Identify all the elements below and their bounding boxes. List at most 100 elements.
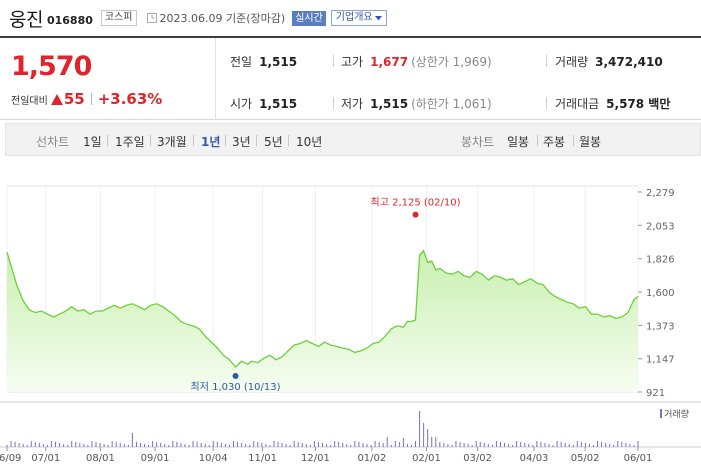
period-1w[interactable]: 1주일 xyxy=(115,135,145,149)
volume-bar xyxy=(374,441,376,447)
volume-bar xyxy=(601,442,603,447)
volume-bar xyxy=(625,443,627,447)
volume-bar xyxy=(520,442,522,447)
x-tick-label: 06/09 xyxy=(0,453,21,464)
volume-bar xyxy=(390,445,392,447)
volume-bar xyxy=(131,433,133,447)
volume-bar xyxy=(398,442,400,447)
volume-bar xyxy=(435,437,437,447)
lower-limit: (하한가 1,061) xyxy=(411,97,492,111)
volume-bar xyxy=(326,444,328,447)
stat-separator xyxy=(333,97,334,109)
period-5y[interactable]: 5년 xyxy=(264,135,283,149)
volume-bar xyxy=(366,444,368,447)
low-marker xyxy=(232,372,239,379)
candle-weekly[interactable]: 주봉 xyxy=(543,135,566,149)
period-separator xyxy=(288,135,289,146)
volume-bar xyxy=(613,445,615,447)
volume-bar xyxy=(350,445,352,447)
volume-bar xyxy=(269,445,271,447)
volume-bar xyxy=(95,442,97,447)
period-10y[interactable]: 10년 xyxy=(296,135,323,149)
open-value: 1,515 xyxy=(259,96,298,111)
volume-bar xyxy=(439,442,441,447)
volume-bar xyxy=(597,441,599,447)
line-chart-label: 선차트 xyxy=(36,135,70,149)
volume-bar xyxy=(536,441,538,447)
change-row: 전일대비 55 +3.63% xyxy=(11,90,162,108)
volume-bar xyxy=(568,444,570,447)
y-tick-label: 1,373 xyxy=(646,321,675,332)
volume-bar xyxy=(91,441,93,447)
volume-bar xyxy=(241,443,243,447)
volume-bar xyxy=(188,445,190,447)
company-info-button[interactable]: 기업개요 xyxy=(330,10,387,26)
volume-bar xyxy=(467,444,469,447)
volume-bar xyxy=(285,444,287,447)
volume-bar xyxy=(560,442,562,447)
volume-bar xyxy=(38,443,40,447)
volume-bar xyxy=(504,443,506,447)
volume-bar xyxy=(99,443,101,447)
volume-bar xyxy=(301,443,303,447)
volume-bar xyxy=(402,438,404,447)
volume-bar xyxy=(18,443,20,447)
prev-close-value: 1,515 xyxy=(259,54,298,69)
stat-separator xyxy=(546,55,547,67)
volume-bar xyxy=(346,444,348,447)
volume-bar xyxy=(152,441,154,447)
volume-bar xyxy=(233,441,235,447)
volume-bar xyxy=(508,444,510,447)
volume-bar xyxy=(487,444,489,447)
x-tick-label: 05/02 xyxy=(571,453,600,464)
low-label: 저가 xyxy=(341,97,364,111)
change-percent: +3.63% xyxy=(97,90,163,108)
period-1y[interactable]: 1년 xyxy=(201,135,221,149)
volume-bar xyxy=(394,441,396,447)
candle-daily[interactable]: 일봉 xyxy=(507,135,530,149)
volume-bar xyxy=(419,411,421,447)
prev-close: 전일 1,515 xyxy=(230,53,297,70)
realtime-button[interactable]: 실시간 xyxy=(292,10,326,26)
clock-icon xyxy=(146,13,157,23)
volume-bar xyxy=(156,442,158,447)
volume-bar xyxy=(455,441,457,447)
y-tick-label: 2,053 xyxy=(646,221,675,232)
candle-chart-label: 봉차트 xyxy=(461,135,495,149)
chevron-down-icon xyxy=(374,15,382,20)
stock-code: 016880 xyxy=(46,13,93,27)
volume-bar xyxy=(512,445,514,447)
price-chart[interactable]: 최고 2,125 (02/10) 최저 1,030 (10/13) 2,279 2,… xyxy=(0,180,701,475)
volume-bar xyxy=(67,445,69,447)
volume-bar xyxy=(637,441,639,447)
change-separator xyxy=(90,93,92,105)
volume-bar xyxy=(6,445,8,447)
volume-bar xyxy=(406,444,408,447)
volume-bar xyxy=(297,442,299,447)
period-1d[interactable]: 1일 xyxy=(83,135,102,149)
volume-bar xyxy=(127,445,129,447)
period-3m[interactable]: 3개월 xyxy=(157,135,187,149)
volume-bar xyxy=(609,444,611,447)
volume-bar xyxy=(313,441,315,447)
volume-bar xyxy=(107,445,109,447)
candle-monthly[interactable]: 월봉 xyxy=(579,135,602,149)
volume-bar xyxy=(342,443,344,447)
market-badge: 코스피 xyxy=(100,10,137,26)
period-3y[interactable]: 3년 xyxy=(232,135,251,149)
volume-bar xyxy=(588,444,590,447)
company-name: 웅진 xyxy=(9,8,43,31)
volume-bar xyxy=(249,445,251,447)
upper-limit: (상한가 1,969) xyxy=(411,55,492,69)
volume-bar xyxy=(281,443,283,447)
y-tick-label: 1,600 xyxy=(646,288,675,299)
volume-bar xyxy=(293,441,295,447)
volume-bar xyxy=(330,445,332,447)
volume-bar xyxy=(216,442,218,447)
volume-bar xyxy=(491,445,493,447)
volume-bar xyxy=(224,444,226,447)
volume-bar xyxy=(212,441,214,447)
price-line xyxy=(6,249,639,369)
volume-bar xyxy=(423,423,425,447)
period-separator xyxy=(225,135,226,146)
